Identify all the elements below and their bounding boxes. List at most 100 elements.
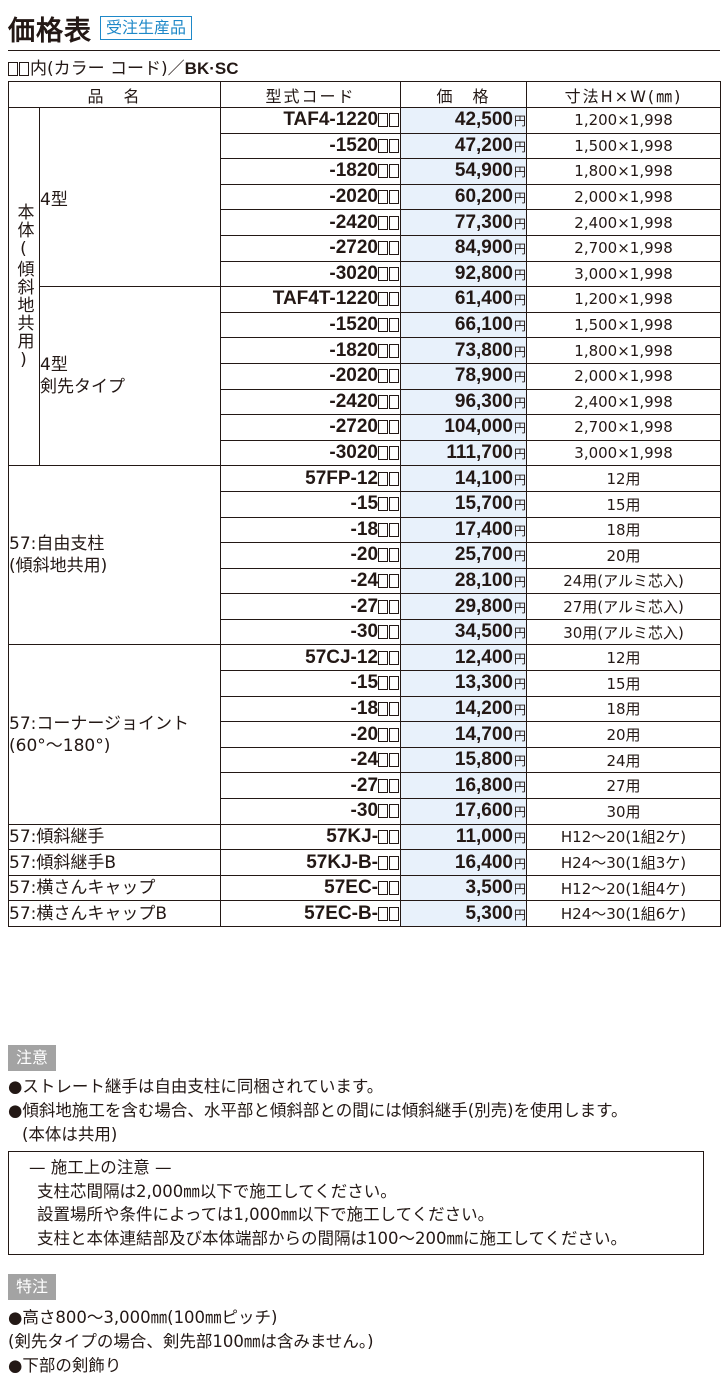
table-row: -2720 84,900円 2,700×1,998 bbox=[9, 234, 722, 262]
price-cell: 92,800円 bbox=[400, 260, 528, 288]
dimension-cell: 12用 bbox=[526, 465, 722, 492]
price-cell: 16,400円 bbox=[400, 849, 528, 876]
color-code-box-icon bbox=[389, 599, 400, 614]
price-cell: 60,200円 bbox=[400, 183, 528, 211]
table-row: -18 14,200円 18用 bbox=[9, 695, 722, 723]
model-code-cell: -20 bbox=[220, 542, 402, 569]
dimension-cell: 2,700×1,998 bbox=[526, 414, 722, 441]
table-row: 57:横さんキャップ 57EC- 3,500円 H12～20(1組4ケ) bbox=[7, 874, 722, 902]
table-row: -3020 111,700円 3,000×1,998 bbox=[9, 439, 722, 467]
color-code-box-icon bbox=[378, 855, 389, 870]
dimension-cell: 24用(アルミ芯入) bbox=[526, 567, 722, 595]
table-row: -20 14,700円 20用 bbox=[9, 721, 722, 748]
table-row: -20 25,700円 20用 bbox=[9, 542, 722, 569]
color-code-box-icon bbox=[389, 164, 400, 179]
price-cell: 12,400円 bbox=[400, 644, 528, 672]
color-code-box-icon bbox=[389, 113, 400, 128]
price-cell: 84,900円 bbox=[400, 234, 528, 262]
column-header-dimension: 寸法H×W(㎜) bbox=[526, 81, 722, 108]
body-group-label: 本体(傾斜地共用) bbox=[8, 106, 40, 467]
color-code-box-icon bbox=[378, 266, 389, 281]
caution-line: ●ストレート継手は自由支柱に同梱されています。 bbox=[8, 1077, 384, 1096]
price-cell: 34,500円 bbox=[400, 618, 528, 646]
group-label: 57:コーナージョイント (60°～180°) bbox=[7, 644, 222, 825]
color-code-box-icon bbox=[389, 778, 400, 793]
color-code-box-icon bbox=[389, 190, 400, 205]
table-row: -24 28,100円 24用(アルミ芯入) bbox=[9, 567, 722, 595]
model-code-cell: 57FP-12 bbox=[220, 465, 402, 492]
color-code-box-icon bbox=[389, 266, 400, 281]
color-code-box-icon bbox=[378, 829, 389, 844]
price-cell: 15,700円 bbox=[400, 490, 528, 518]
model-code-cell: -2720 bbox=[220, 234, 402, 262]
price-cell: 17,400円 bbox=[400, 516, 528, 544]
color-code-box-icon bbox=[378, 573, 389, 588]
item-name-cell: 57:横さんキャップ bbox=[7, 874, 222, 902]
color-code-box-icon bbox=[378, 241, 389, 256]
price-table: 品 名 型式コード 価 格 寸法H×W(㎜) 本体(傾斜地共用) 4型 TAF4-1… bbox=[7, 81, 722, 927]
model-code-cell: -1520 bbox=[220, 311, 402, 339]
color-code-box-icon bbox=[378, 727, 389, 742]
price-cell: 25,700円 bbox=[400, 542, 528, 569]
table-row: -1520 66,100円 1,500×1,998 bbox=[9, 311, 722, 339]
install-notes-title: — 施工上の注意 — bbox=[29, 1158, 172, 1177]
caution-line: (本体は共用) bbox=[22, 1125, 118, 1144]
model-code-cell: 57KJ-B- bbox=[220, 849, 402, 876]
color-code-box-icon bbox=[378, 778, 389, 793]
color-code-box-icon bbox=[389, 548, 400, 563]
dimension-cell: 24用 bbox=[526, 746, 722, 774]
model-code-cell: -27 bbox=[220, 593, 402, 620]
color-code-box-icon bbox=[389, 343, 400, 358]
color-code-box-icon bbox=[378, 164, 389, 179]
install-note-line: 支柱芯間隔は2,000㎜以下で施工してください。 bbox=[37, 1181, 397, 1201]
price-cell: 29,800円 bbox=[400, 593, 528, 620]
model-code-cell: -18 bbox=[220, 516, 402, 544]
title-row: 価格表 受注生産品 bbox=[8, 8, 193, 48]
color-code-box-icon bbox=[389, 215, 400, 230]
model-code-cell: -2420 bbox=[220, 388, 402, 416]
dimension-cell: H12～20(1組4ケ) bbox=[526, 874, 722, 902]
dimension-cell: 27用 bbox=[526, 772, 722, 800]
price-cell: 66,100円 bbox=[400, 311, 528, 339]
caution-label: 注意 bbox=[8, 1045, 57, 1071]
color-code-box-icon bbox=[378, 497, 389, 512]
table-row: 57:自由支柱 (傾斜地共用) 57FP-12 14,100円 12用 bbox=[7, 465, 722, 646]
color-code-box-icon bbox=[378, 548, 389, 563]
dimension-cell: H24～30(1組6ケ) bbox=[526, 900, 722, 927]
model-code-cell: -30 bbox=[220, 618, 402, 646]
color-code-box-icon bbox=[378, 138, 389, 153]
dimension-cell: 12用 bbox=[526, 644, 722, 672]
model-code-cell: -1520 bbox=[220, 132, 402, 160]
special-order-notes: ●高さ800～3,000㎜(100㎜ピッチ) (剣先タイプの場合、剣先部100㎜… bbox=[8, 1306, 374, 1378]
model-code-cell: -2720 bbox=[220, 414, 402, 441]
item-name-cell: 57:横さんキャップB bbox=[7, 900, 222, 927]
model-code-cell: TAF4-1220 bbox=[220, 107, 402, 134]
model-code-cell: -15 bbox=[220, 490, 402, 518]
table-row: -3020 92,800円 3,000×1,998 bbox=[9, 260, 722, 288]
table-row: -30 34,500円 30用(アルミ芯入) bbox=[9, 618, 722, 646]
color-code-box-icon bbox=[378, 625, 389, 640]
dimension-cell: 2,400×1,998 bbox=[526, 388, 722, 416]
model-code-cell: -3020 bbox=[220, 439, 402, 467]
color-code-box-icon bbox=[378, 522, 389, 537]
install-note-line: 設置場所や条件によっては1,000㎜以下で施工してください。 bbox=[37, 1205, 495, 1224]
dimension-cell: 2,700×1,998 bbox=[526, 234, 722, 262]
color-code-box-icon bbox=[389, 701, 400, 716]
color-code-box-icon bbox=[389, 394, 400, 409]
model-code-cell: -24 bbox=[220, 746, 402, 774]
dimension-cell: 3,000×1,998 bbox=[526, 260, 722, 288]
color-code-box-icon bbox=[389, 753, 400, 768]
page-title: 価格表 bbox=[8, 15, 92, 47]
color-note-prefix: 内(カラー コード)／ bbox=[30, 59, 185, 79]
price-cell: 14,100円 bbox=[400, 465, 528, 492]
model-code-cell: -24 bbox=[220, 567, 402, 595]
dimension-cell: 1,500×1,998 bbox=[526, 311, 722, 339]
color-code-box-icon bbox=[389, 522, 400, 537]
color-code-box-icon bbox=[8, 62, 18, 76]
color-code-box-icon bbox=[389, 471, 400, 486]
color-code-box-icon bbox=[389, 573, 400, 588]
dimension-cell: 1,200×1,998 bbox=[526, 107, 722, 134]
special-line: (剣先タイプの場合、剣先部100㎜は含みません。) bbox=[8, 1332, 374, 1351]
color-code-note: 内(カラー コード)／BK·SC bbox=[8, 54, 239, 79]
color-code-box-icon bbox=[389, 446, 400, 461]
